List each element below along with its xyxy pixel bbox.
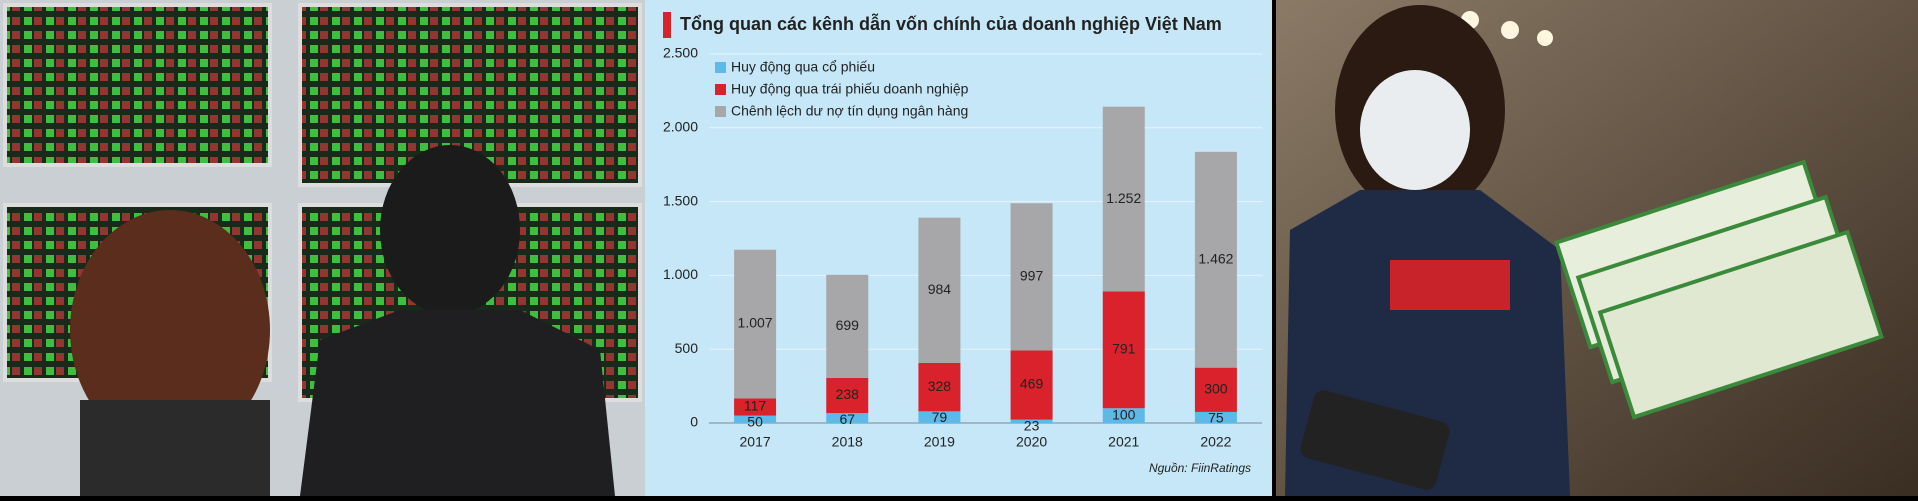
bar-segment [734, 398, 777, 416]
title-marker [663, 12, 671, 38]
legend-label: Chênh lệch dư nợ tín dụng ngân hàng [731, 103, 968, 119]
y-tick-label: 500 [675, 340, 699, 356]
data-label: 67 [839, 411, 855, 427]
bar-segment [1194, 151, 1237, 368]
data-label: 75 [1208, 410, 1224, 426]
data-label: 79 [932, 409, 948, 425]
y-tick-label: 1.000 [663, 266, 698, 282]
bar-segment [918, 362, 961, 412]
bar-segment [1010, 350, 1053, 420]
legend-swatch [715, 62, 726, 73]
bar-segment [918, 411, 961, 423]
data-label: 997 [1020, 268, 1044, 284]
bar-segment [1194, 411, 1237, 423]
legend-swatch [715, 84, 726, 95]
legend-label: Huy động qua trái phiếu doanh nghiệp [731, 81, 969, 97]
x-tick-label: 2017 [740, 434, 771, 450]
data-label: 328 [928, 378, 952, 394]
data-label: 469 [1020, 376, 1044, 392]
legend-label: Huy động qua cổ phiếu [731, 59, 875, 75]
bar-segment [826, 413, 869, 423]
y-tick-label: 2.000 [663, 119, 698, 135]
stock-board-photo [0, 0, 645, 496]
data-label: 23 [1024, 417, 1040, 433]
data-label: 117 [744, 398, 767, 414]
bar-segment [1010, 203, 1053, 351]
data-label: 1.462 [1198, 250, 1233, 266]
bar-segment [918, 217, 961, 363]
x-tick-label: 2018 [832, 434, 863, 450]
bar-segment [1102, 106, 1145, 292]
data-label: 1.007 [738, 315, 773, 331]
data-label: 50 [747, 413, 763, 429]
bar-segment [1194, 367, 1237, 412]
data-label: 300 [1204, 380, 1228, 396]
bar-segment [734, 415, 777, 423]
data-label: 791 [1112, 341, 1136, 357]
y-tick-label: 2.500 [663, 45, 698, 61]
bond-photo [1276, 0, 1918, 496]
data-label: 100 [1112, 406, 1136, 422]
bar-segment [734, 249, 777, 399]
bar-segment [1010, 419, 1053, 423]
chart-title: Tổng quan các kênh dẫn vốn chính của doa… [680, 13, 1222, 34]
data-label: 984 [928, 281, 952, 297]
bar-segment [1102, 408, 1145, 423]
data-label: 1.252 [1106, 190, 1141, 206]
source: Nguồn: FiinRatings [1149, 461, 1251, 475]
legend-swatch [715, 106, 726, 117]
y-tick-label: 0 [690, 414, 698, 430]
y-tick-label: 1.500 [663, 192, 698, 208]
data-label: 238 [836, 386, 860, 402]
x-tick-label: 2020 [1016, 434, 1047, 450]
bar-segment [1102, 291, 1145, 409]
x-tick-label: 2019 [924, 434, 955, 450]
bar-segment [826, 377, 869, 414]
x-tick-label: 2021 [1108, 434, 1139, 450]
data-label: 699 [836, 317, 860, 333]
bar-segment [826, 274, 869, 378]
x-tick-label: 2022 [1200, 434, 1231, 450]
